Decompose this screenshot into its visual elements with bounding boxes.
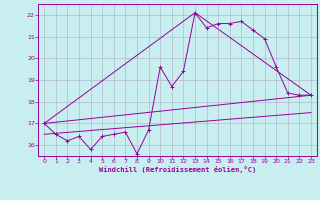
X-axis label: Windchill (Refroidissement éolien,°C): Windchill (Refroidissement éolien,°C): [99, 166, 256, 173]
